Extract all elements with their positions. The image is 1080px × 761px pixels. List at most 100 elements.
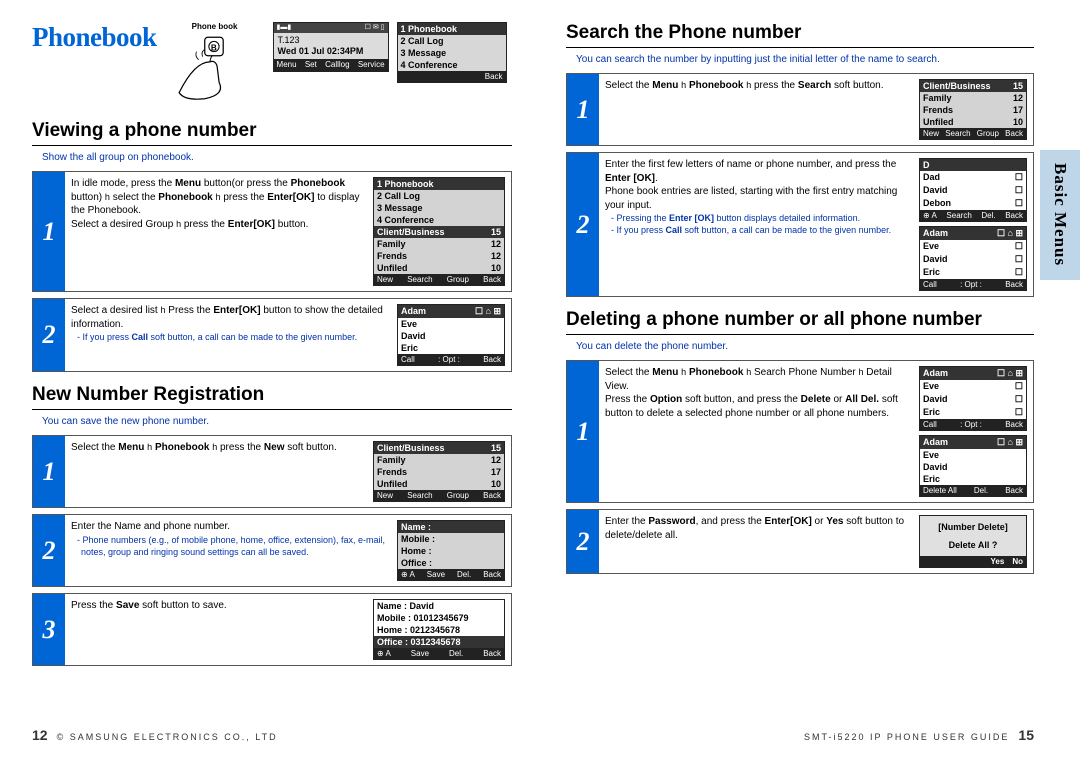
sl-cell: 10 <box>491 263 501 273</box>
sl-cell: Family <box>377 239 406 249</box>
softkey: Search <box>407 275 432 284</box>
softkey: Service <box>358 60 385 70</box>
step-number: 2 <box>577 527 590 557</box>
softkey: Back <box>485 72 503 81</box>
softkey: Back <box>483 275 501 284</box>
sl-cell: David <box>923 254 948 265</box>
screenlet: Client/Business15 Family12 Frends17 Unfi… <box>373 441 505 502</box>
softkey: Del. <box>974 486 988 495</box>
sl-cell: Unfiled <box>377 479 408 489</box>
sl-h: ☐ ⌂ ⊞ <box>997 368 1023 379</box>
sl-row: Mobile : 01012345679 <box>374 612 504 624</box>
sl-cell: Family <box>377 455 406 465</box>
sl-h: Client/Business <box>923 81 991 91</box>
sl-h: 15 <box>491 227 501 237</box>
step-number: 1 <box>43 457 56 487</box>
softkey: ⊕ A <box>377 649 391 658</box>
softkey: : Opt : <box>960 420 982 429</box>
softkey: Search <box>407 491 432 500</box>
sl-cell: David <box>923 185 948 196</box>
sl-cell: Eric <box>923 267 940 278</box>
step-text: Press the Save soft button to save. <box>71 599 367 613</box>
section-caption: You can save the new phone number. <box>32 416 512 427</box>
thumb-press-illustration: Phone book B <box>165 22 265 108</box>
sl-cell: ☐ <box>1015 267 1023 278</box>
step-sub: - If you press Call soft button, a call … <box>77 331 391 343</box>
step-text-line: Select a desired list h Press the Enter[… <box>71 305 383 330</box>
sl-row: Eve <box>920 449 1026 461</box>
softkey: Back <box>1005 486 1023 495</box>
sl-cell: Eric <box>923 407 940 418</box>
section-heading: Search the Phone number <box>566 22 1034 48</box>
step-number: 1 <box>43 217 56 247</box>
side-tab-label: Basic Menus <box>1050 163 1070 266</box>
sl-row: Name : <box>398 521 504 533</box>
sl-row: Home : <box>398 545 504 557</box>
sl-cell: Frends <box>377 467 407 477</box>
status-icons: ☐ ✉ ▯ <box>365 24 385 32</box>
menu-screen: 1 Phonebook 2 Call Log 3 Message 4 Confe… <box>397 22 507 83</box>
step-card: 1 In idle mode, press the Menu button(or… <box>32 171 512 292</box>
screenlet: Adam☐ ⌂ ⊞ Eve David Eric Delete All Del.… <box>919 435 1027 497</box>
softkey: No <box>1012 557 1023 566</box>
softkey: Del. <box>457 570 471 579</box>
step-card: 1 Select the Menu h Phonebook h Search P… <box>566 360 1034 503</box>
softkey: Call <box>923 280 937 289</box>
sl-cell: 10 <box>491 479 501 489</box>
step-text: Enter the first few letters of name or p… <box>605 158 913 236</box>
sl-cell: Frends <box>923 105 953 115</box>
step-text: Select the Menu h Phonebook h press the … <box>71 441 367 455</box>
step-sub: - Phone numbers (e.g., of mobile phone, … <box>77 534 391 558</box>
softkey: Back <box>483 355 501 364</box>
top-row: Phonebook Phone book B ▮▬▮ ☐ ✉ ▯ <box>32 22 512 108</box>
sl-cell: ☐ <box>1015 254 1023 265</box>
softkey: Search <box>945 129 970 138</box>
press-label: Phone book <box>192 22 238 31</box>
step-number: 2 <box>577 210 590 240</box>
section-caption: You can delete the phone number. <box>566 341 1034 352</box>
idle-screen: ▮▬▮ ☐ ✉ ▯ T.123 Wed 01 Jul 02:34PM Menu … <box>273 22 389 72</box>
step-number: 2 <box>43 536 56 566</box>
sl-row: Eric <box>398 342 504 354</box>
softkey: Back <box>1005 211 1023 220</box>
sl-cell: ☐ <box>1015 407 1023 418</box>
sl-h: ☐ ⌂ ⊞ <box>997 437 1023 448</box>
step-text: Enter the Password, and press the Enter[… <box>605 515 913 542</box>
sl-h: 15 <box>1013 81 1023 91</box>
step-card: 2 Enter the Name and phone number. - Pho… <box>32 514 512 587</box>
sl-h: D <box>920 159 1026 171</box>
side-tab: Basic Menus <box>1040 150 1080 280</box>
sl-h: ☐ ⌂ ⊞ <box>475 306 501 317</box>
softkey: Yes <box>991 557 1005 566</box>
sl-cell: ☐ <box>1015 241 1023 252</box>
sl-row: 1 Phonebook <box>374 178 504 190</box>
step-card: 2 Enter the Password, and press the Ente… <box>566 509 1034 574</box>
step-card: 2 Select a desired list h Press the Ente… <box>32 298 512 372</box>
footer: SMT-i5220 IP PHONE USER GUIDE 15 <box>804 727 1034 743</box>
screenlet: Adam☐ ⌂ ⊞ Eve☐ David☐ Eric☐ Call : Opt :… <box>919 226 1027 291</box>
sl-cell: 12 <box>491 251 501 261</box>
sl-h: Adam <box>923 228 948 239</box>
idle-line2: Wed 01 Jul 02:34PM <box>278 46 364 56</box>
sl-cell: Eve <box>923 241 939 252</box>
sl-row: Eric <box>920 473 1026 485</box>
page-left: Phonebook Phone book B ▮▬▮ ☐ ✉ ▯ <box>0 0 540 761</box>
section-heading: Viewing a phone number <box>32 120 512 146</box>
sl-cell: David <box>923 394 948 405</box>
section-heading: New Number Registration <box>32 384 512 410</box>
menu-item: 4 Conference <box>398 59 506 71</box>
sl-h: Client/Business <box>377 443 445 453</box>
step-number: 3 <box>43 615 56 645</box>
signal-icon: ▮▬▮ <box>277 24 292 32</box>
sl-cell: Dad <box>923 172 940 183</box>
step-text: In idle mode, press the Menu button(or p… <box>71 177 367 231</box>
section-heading: Deleting a phone number or all phone num… <box>566 309 1034 335</box>
sl-cell: ☐ <box>1015 198 1023 209</box>
softkey: Group <box>977 129 999 138</box>
softkey: ⊕ A <box>923 211 937 220</box>
step-text-line: Enter the first few letters of name or p… <box>605 159 897 211</box>
step-text-line: Enter the Name and phone number. <box>71 521 230 532</box>
sl-row: David <box>920 461 1026 473</box>
section-caption: Show the all group on phonebook. <box>32 152 512 163</box>
sl-h: Adam <box>923 368 948 379</box>
